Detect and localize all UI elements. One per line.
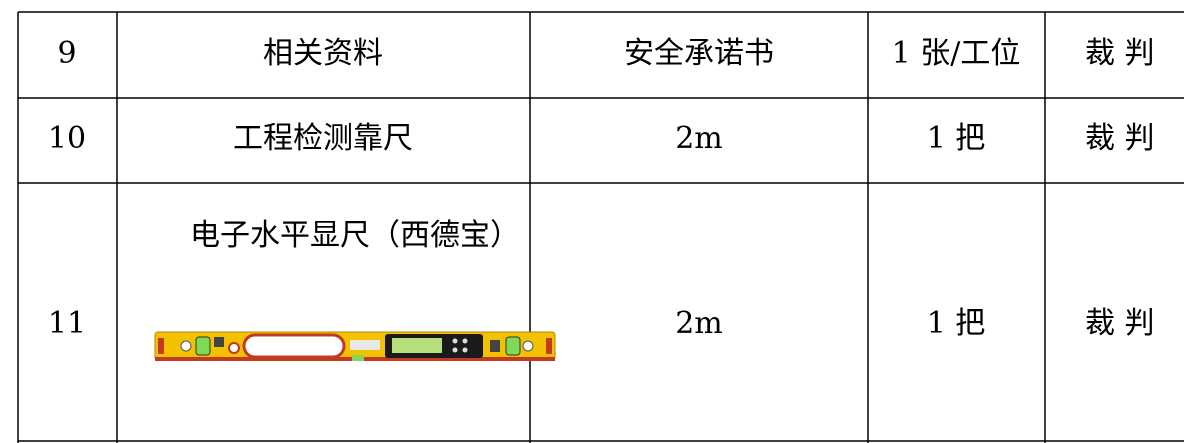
level-image (154, 331, 556, 361)
cell: 11 (48, 306, 86, 341)
cell: 裁 判 (1085, 36, 1155, 71)
cell: 10 (48, 121, 86, 156)
cell: 裁 判 (1085, 121, 1155, 156)
cell: 1 把 (927, 121, 986, 156)
cell: 裁 判 (1085, 306, 1155, 341)
cell: 工程检测靠尺 (233, 121, 413, 156)
cell: 9 (57, 36, 76, 71)
cell: 安全承诺书 (624, 36, 774, 71)
table-rules (17, 11, 1184, 443)
cell: 1 把 (927, 306, 986, 341)
cell: 2m (675, 306, 723, 341)
cell: 2m (675, 121, 723, 156)
cell: 1 张/工位 (892, 36, 1021, 71)
cell: 相关资料 (263, 36, 383, 71)
cell: 电子水平显尺（西德宝） (190, 218, 520, 253)
